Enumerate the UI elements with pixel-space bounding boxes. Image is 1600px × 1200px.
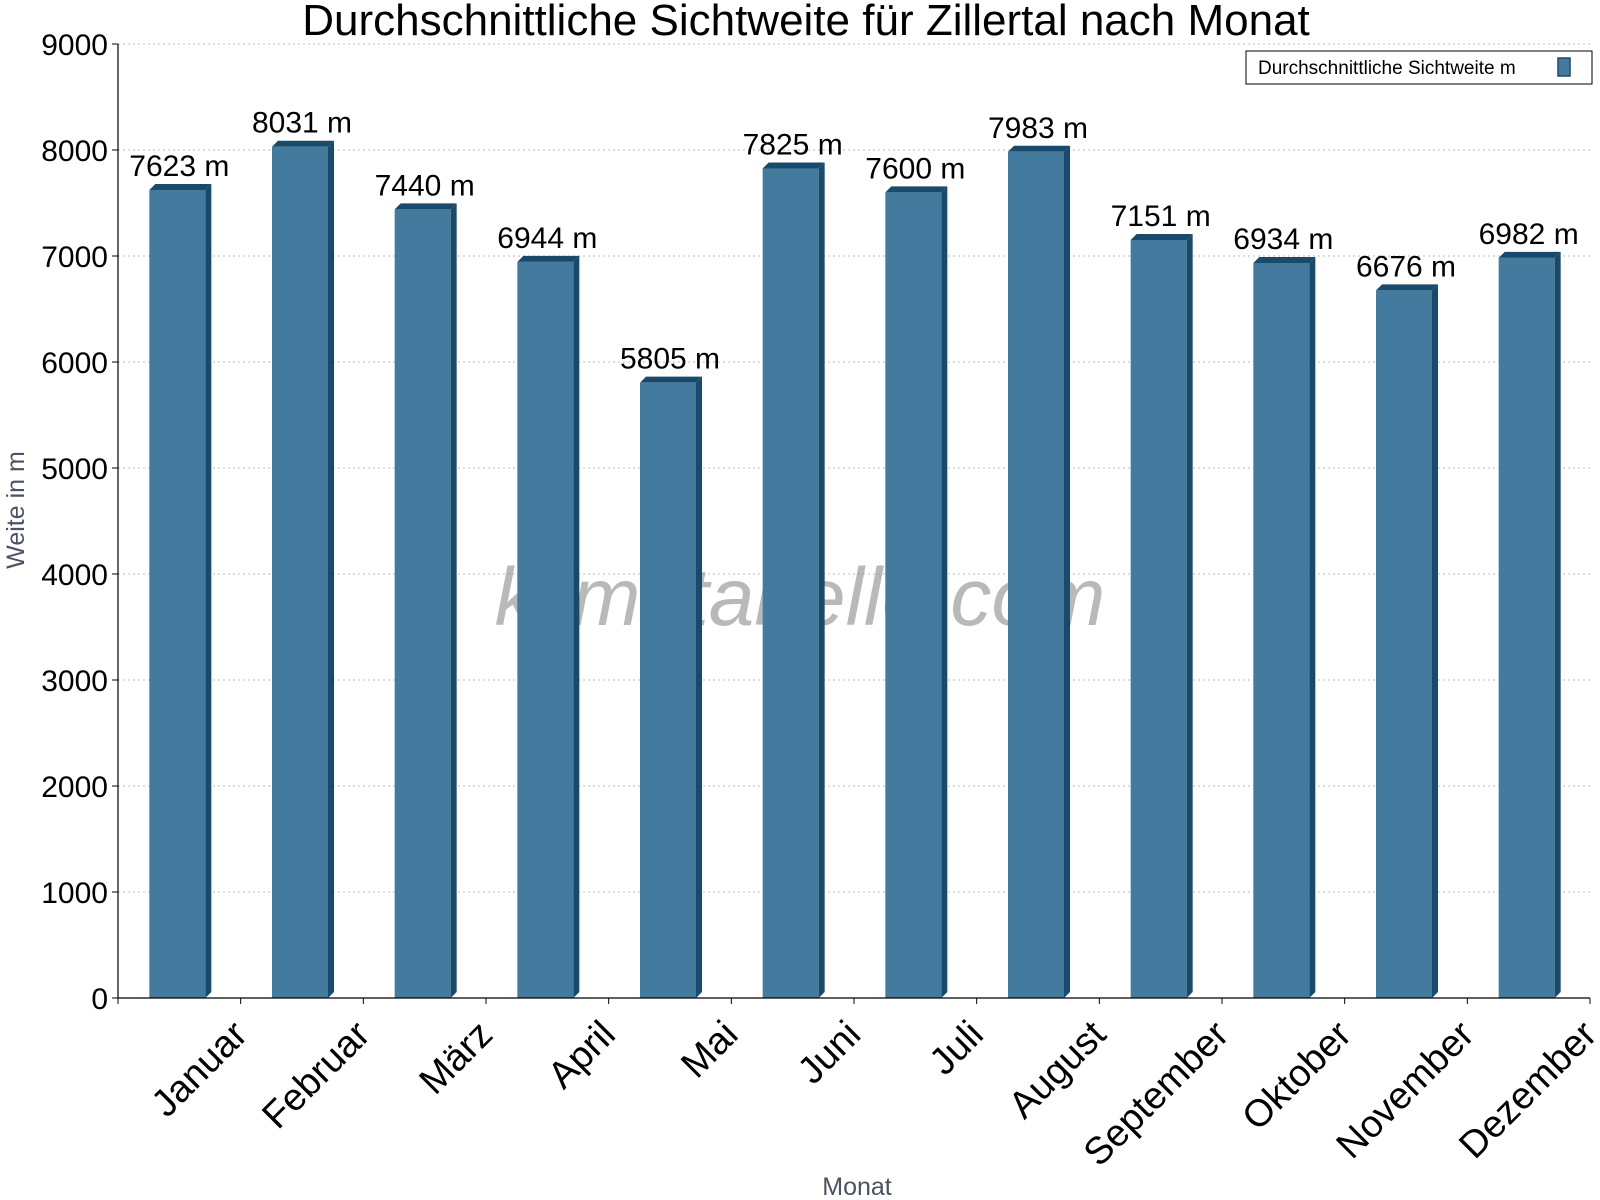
bar-side bbox=[696, 376, 702, 998]
bars-group bbox=[149, 140, 1561, 999]
bar bbox=[1130, 239, 1187, 998]
bar-top bbox=[885, 186, 948, 193]
axes bbox=[117, 44, 1590, 999]
bar-top bbox=[1008, 145, 1070, 152]
y-tick-label: 1000 bbox=[41, 877, 108, 910]
bar-top bbox=[762, 162, 825, 169]
bar bbox=[1253, 262, 1310, 999]
x-tick-label: April bbox=[540, 1013, 623, 1096]
bar-top bbox=[640, 376, 702, 383]
y-tick-label: 3000 bbox=[41, 665, 108, 698]
x-tick-label: Mai bbox=[673, 1013, 746, 1086]
x-tick-label: August bbox=[1001, 1013, 1115, 1127]
y-tick-label: 5000 bbox=[41, 453, 108, 486]
bar-top bbox=[394, 203, 457, 210]
y-axis-ticks: 0 1000 2000 3000 4000 5000 6000 7000 8000 9000 bbox=[41, 29, 118, 1016]
bar bbox=[149, 189, 206, 998]
bar-top bbox=[517, 255, 580, 262]
bar-top bbox=[1130, 233, 1193, 240]
data-label: 6944 m bbox=[497, 222, 597, 255]
x-tick-label: Januar bbox=[144, 1013, 256, 1125]
legend: Durchschnittliche Sichtweite m bbox=[1245, 50, 1593, 85]
bar-side bbox=[1186, 233, 1193, 998]
data-label: 7623 m bbox=[129, 150, 229, 183]
bar-top bbox=[149, 183, 212, 190]
y-tick-label: 2000 bbox=[41, 771, 108, 804]
data-label: 7825 m bbox=[743, 129, 843, 162]
data-label: 7600 m bbox=[865, 152, 965, 185]
bar bbox=[1498, 257, 1555, 999]
bar bbox=[1008, 151, 1064, 998]
bar-side bbox=[1554, 251, 1561, 998]
data-label: 7151 m bbox=[1111, 200, 1211, 233]
bar-side bbox=[1064, 145, 1070, 998]
data-label: 5805 m bbox=[620, 343, 720, 376]
y-axis-title: Weite in m bbox=[2, 451, 30, 569]
x-tick-label: Februar bbox=[255, 1013, 379, 1137]
data-label: 7983 m bbox=[988, 112, 1088, 145]
legend-swatch bbox=[1557, 57, 1571, 77]
data-label: 8031 m bbox=[252, 107, 352, 140]
grid-lines bbox=[118, 43, 1590, 893]
data-label: 7440 m bbox=[375, 169, 475, 202]
bar bbox=[640, 382, 696, 998]
bar-top bbox=[1376, 284, 1438, 291]
bar bbox=[272, 146, 328, 999]
y-tick-label: 4000 bbox=[41, 559, 108, 592]
y-tick-label: 7000 bbox=[41, 241, 108, 274]
bar-side bbox=[941, 186, 948, 998]
data-label: 6676 m bbox=[1356, 250, 1456, 283]
data-labels: 7623 m 8031 m 7440 m 6944 m 5805 m 7825 m 7600… bbox=[129, 107, 1578, 376]
bar-side bbox=[573, 255, 580, 998]
bar bbox=[394, 209, 451, 999]
bar bbox=[762, 168, 819, 999]
bar bbox=[1376, 290, 1432, 998]
bar bbox=[517, 261, 574, 998]
bar-top bbox=[1253, 256, 1316, 263]
bar-side bbox=[450, 203, 457, 999]
legend-box bbox=[1245, 50, 1593, 85]
y-tick-label: 0 bbox=[91, 983, 108, 1016]
chart-title: Durchschnittliche Sichtweite für Zillert… bbox=[302, 0, 1310, 45]
x-tick-label: Oktober bbox=[1234, 1013, 1360, 1139]
bar-side bbox=[328, 140, 334, 999]
bar-side bbox=[205, 183, 212, 998]
x-tick-label: März bbox=[412, 1013, 501, 1102]
data-label: 6934 m bbox=[1233, 223, 1333, 256]
x-axis-title: Monat bbox=[822, 1173, 892, 1200]
bar-side bbox=[818, 162, 825, 999]
bar-top bbox=[1498, 251, 1561, 258]
x-tick-label: Juni bbox=[790, 1013, 869, 1092]
x-tick-label: Juli bbox=[922, 1013, 992, 1083]
bar-side bbox=[1432, 284, 1438, 998]
bar bbox=[885, 192, 942, 998]
bar-side bbox=[1309, 256, 1316, 999]
legend-label: Durchschnittliche Sichtweite m bbox=[1258, 58, 1516, 79]
y-tick-label: 9000 bbox=[41, 29, 108, 62]
data-label: 6982 m bbox=[1479, 218, 1579, 251]
y-tick-label: 8000 bbox=[41, 135, 108, 168]
bar-top bbox=[272, 140, 334, 147]
y-tick-label: 6000 bbox=[41, 347, 108, 380]
